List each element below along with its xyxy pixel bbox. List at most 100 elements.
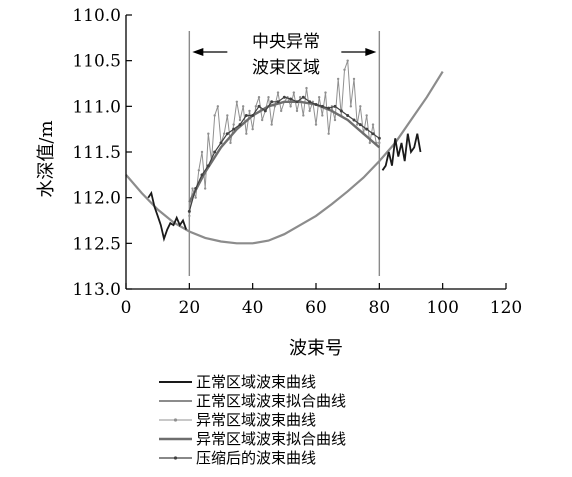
- series-compressed-point: [333, 104, 337, 108]
- series-abnormal-raw-point: [314, 123, 318, 126]
- legend-label: 正常区域波束曲线: [196, 373, 316, 391]
- series-compressed-point: [244, 113, 248, 117]
- series-compressed-point: [225, 132, 229, 136]
- annotation-arrowhead-right: [365, 48, 377, 56]
- y-tick-label: 110.5: [72, 52, 121, 72]
- series-abnormal-raw-point: [188, 214, 191, 218]
- series-normal-raw-line: [381, 133, 422, 171]
- series-abnormal-raw-point: [257, 96, 261, 99]
- series-abnormal-raw-point: [355, 123, 359, 126]
- series-abnormal-raw-point: [327, 132, 330, 135]
- series-compressed-point: [308, 100, 312, 104]
- series-abnormal-raw-line: [188, 60, 380, 216]
- series-abnormal-raw-point: [213, 114, 216, 117]
- series-compressed-point: [251, 113, 255, 117]
- series-abnormal-raw-point: [352, 77, 356, 81]
- annotation-line1: 中央异常: [252, 32, 320, 52]
- series-compressed-point: [232, 127, 236, 131]
- x-tick-label: 120: [490, 298, 522, 318]
- series-compressed-point: [263, 109, 267, 113]
- series-compressed-point: [289, 97, 293, 101]
- y-axis-label: 水深值/m: [36, 120, 57, 197]
- series-abnormal-raw-point: [305, 86, 308, 90]
- x-tick-label: 20: [179, 298, 201, 318]
- series-abnormal-raw-point: [343, 68, 346, 72]
- series-compressed-point: [377, 136, 381, 140]
- plot-area: [125, 31, 444, 276]
- series-abnormal-raw-point: [238, 118, 242, 122]
- series-abnormal-raw-point: [229, 141, 232, 145]
- series-compressed-point: [314, 103, 318, 107]
- series-compressed-point: [187, 209, 191, 213]
- series-compressed-point: [194, 187, 198, 191]
- legend-label: 异常区域波束拟合曲线: [196, 430, 346, 448]
- annotation-arrowhead-left: [192, 48, 204, 56]
- series-abnormal-raw-point: [308, 109, 311, 113]
- series-compressed-point: [219, 141, 223, 145]
- series-abnormal-raw-point: [191, 187, 194, 190]
- series-abnormal-raw-point: [346, 59, 349, 62]
- series-abnormal-raw-point: [267, 96, 270, 99]
- series-abnormal-raw-point: [349, 105, 353, 108]
- series-abnormal-raw-point: [279, 109, 283, 113]
- series-abnormal-raw-point: [295, 109, 299, 113]
- x-tick-label: 0: [121, 298, 132, 318]
- series-abnormal-raw-point: [289, 105, 292, 108]
- series-normal-raw-line: [147, 190, 188, 243]
- series-abnormal-raw-point: [207, 132, 210, 135]
- series-compressed-point: [213, 150, 217, 154]
- axes: 110.0 110.5 111.0 111.5 112.0 112.5 113.00 20 40…: [72, 6, 522, 318]
- legend-label: 异常区域波束曲线: [196, 411, 316, 429]
- x-tick-label: 60: [305, 298, 327, 318]
- series-abnormal-raw-point: [203, 187, 207, 190]
- series-abnormal-raw-point: [248, 109, 251, 113]
- series-abnormal-raw-point: [321, 114, 324, 117]
- y-tick-label: 110.0: [72, 6, 121, 26]
- series-abnormal-raw-point: [336, 77, 340, 81]
- series-abnormal-raw-point: [333, 118, 337, 122]
- series-abnormal-raw-point: [200, 150, 204, 154]
- series-compressed-point: [238, 123, 242, 127]
- series-abnormal-raw-point: [298, 96, 302, 99]
- y-tick-label: 113.0: [72, 280, 121, 300]
- series-abnormal-raw-point: [378, 141, 381, 145]
- series-abnormal-raw-point: [276, 91, 280, 94]
- legend-swatch-marker: [173, 456, 178, 460]
- series-abnormal-raw-point: [222, 132, 226, 135]
- series-abnormal-raw-point: [324, 91, 327, 94]
- series-compressed-point: [200, 173, 204, 177]
- y-tick-label: 112.5: [72, 234, 121, 254]
- series-normal-fit-line: [125, 71, 444, 245]
- x-tick-label: 40: [242, 298, 264, 318]
- series-compressed-point: [257, 104, 261, 108]
- series-compressed-point: [295, 100, 299, 104]
- series-abnormal-raw-point: [260, 118, 264, 122]
- y-tick-label: 111.5: [72, 143, 121, 163]
- y-tick-label: 112.0: [72, 189, 121, 209]
- series-abnormal-raw-point: [197, 169, 201, 172]
- series-abnormal-raw-point: [302, 114, 305, 117]
- series-compressed-point: [301, 95, 305, 99]
- series-abnormal-raw-point: [368, 141, 372, 145]
- series-abnormal-raw-point: [317, 96, 321, 99]
- series-abnormal-raw-point: [245, 132, 248, 135]
- series-abnormal-raw-point: [226, 114, 229, 117]
- x-axis-label: 波束号: [289, 338, 343, 359]
- series-compressed-point: [339, 109, 343, 113]
- series-compressed-point: [358, 123, 362, 127]
- series-abnormal-raw-point: [292, 91, 296, 94]
- series-abnormal-fit-line: [188, 100, 381, 203]
- series-abnormal-raw-point: [371, 123, 375, 126]
- legend-label: 压缩后的波束曲线: [196, 449, 316, 467]
- series-compressed-point: [327, 106, 331, 110]
- series-compressed-point: [270, 100, 274, 104]
- series-abnormal-raw-point: [194, 196, 197, 199]
- series-compressed-point: [276, 100, 280, 104]
- series-abnormal-raw-point: [235, 100, 239, 103]
- legend-swatch-marker: [173, 418, 178, 422]
- series-abnormal-raw-point: [270, 123, 273, 126]
- series-compressed-point: [365, 127, 369, 131]
- legend: 正常区域波束曲线正常区域波束拟合曲线异常区域波束曲线异常区域波束拟合曲线压缩后的…: [159, 373, 346, 467]
- y-tick-label: 111.0: [72, 97, 121, 117]
